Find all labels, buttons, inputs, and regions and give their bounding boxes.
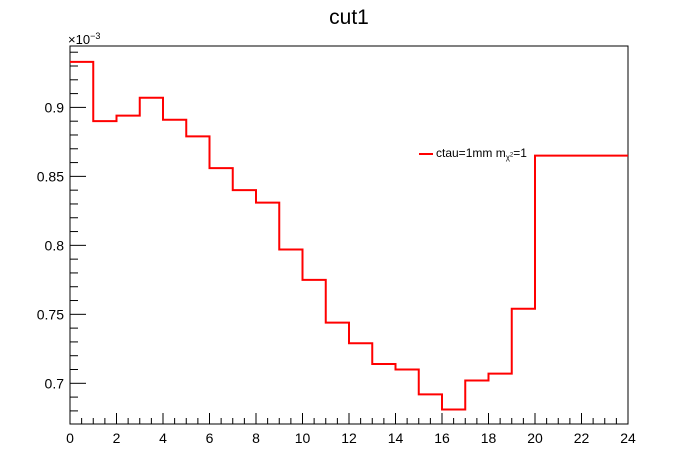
chart-title: cut1 [329, 6, 369, 29]
legend-entry-tail: =1 [513, 146, 527, 160]
y-multiplier: ×10 [68, 32, 91, 47]
histogram-series-line [70, 60, 628, 411]
y-tick-label: 0.75 [37, 306, 64, 322]
legend-entry-label: ctau=1mm m [436, 146, 506, 160]
y-exponent: −3 [90, 31, 101, 41]
x-tick-label: 8 [252, 430, 260, 446]
legend-entry-sub-sup: 2 [509, 152, 514, 159]
legend: ctau=1mm mχ2=1 [419, 146, 527, 164]
legend-swatch [419, 152, 433, 155]
x-tick-label: 2 [113, 430, 121, 446]
x-tick-label: 22 [574, 430, 590, 446]
y-tick-label: 0.7 [45, 375, 65, 391]
legend-entry-subscript: χ2 [505, 152, 514, 163]
axis-tick-labels: 0 2 4 6 8 10 12 14 16 18 20 22 240.70.750.80.850.9 [37, 99, 636, 446]
x-tick-label: 20 [527, 430, 543, 446]
y-tick-label: 0.9 [45, 99, 65, 115]
x-tick-label: 6 [206, 430, 214, 446]
y-tick-label: 0.85 [37, 168, 64, 184]
x-tick-label: 4 [159, 430, 167, 446]
axis-ticks [69, 51, 629, 424]
x-tick-label: 18 [481, 430, 497, 446]
x-tick-label: 16 [434, 430, 450, 446]
x-tick-label: 10 [295, 430, 311, 446]
x-tick-label: 0 [66, 430, 74, 446]
y-axis-exponent: ×10−3 [68, 31, 100, 47]
x-tick-label: 14 [388, 430, 404, 446]
y-tick-label: 0.8 [45, 237, 65, 253]
x-tick-label: 12 [341, 430, 357, 446]
legend-entry-sub-text: χ [505, 153, 510, 163]
x-tick-label: 24 [620, 430, 636, 446]
